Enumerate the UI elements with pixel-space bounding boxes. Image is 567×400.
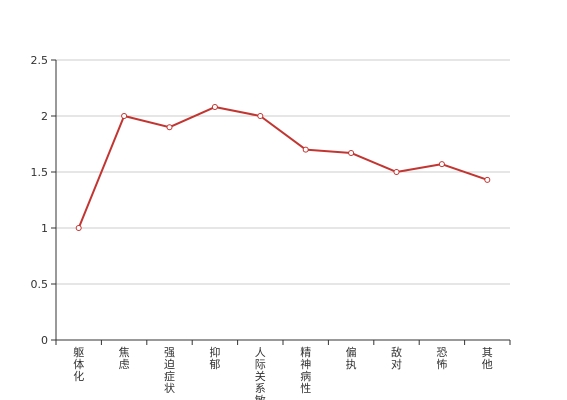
y-tick-label: 0.5 [31,278,49,291]
y-tick-label: 1.5 [31,166,49,179]
series-line-0 [77,106,488,229]
x-tick-label: 恐怖 [436,346,447,371]
x-tick-label: 焦虑 [119,346,130,371]
data-point[interactable] [484,176,491,183]
data-point[interactable] [211,104,218,111]
data-point[interactable] [302,146,309,153]
x-tick-label: 精神病性 [300,346,311,395]
data-point[interactable] [438,161,445,168]
series-line [77,106,488,229]
data-point[interactable] [393,169,400,175]
x-tick-label: 偏执 [346,345,357,371]
x-tick-label: 强迫症状 [164,346,175,395]
x-axis-tick-labels: 躯体化 焦虑 强迫症状 抑郁 人际关系敏感 精神病性 偏执 敌对 恐怖 其他 [73,345,493,400]
x-tick-label: 其他 [482,346,493,371]
y-tick-label: 2.5 [31,54,49,67]
x-tick-label: 躯体化 [73,346,84,383]
y-grid-lines [56,59,510,285]
y-tick-label: 0 [41,334,48,347]
data-point[interactable] [166,124,173,131]
x-tick-label: 人际关系敏感 [255,346,266,400]
y-axis-tick-labels: 0 0.5 1 1.5 2 2.5 [31,54,49,347]
data-point[interactable] [75,225,82,231]
series-points [75,104,491,231]
data-point[interactable] [121,113,128,119]
axes [51,59,511,345]
x-tick-label: 敌对 [391,345,402,371]
y-tick-label: 1 [41,222,48,235]
data-point[interactable] [257,113,264,119]
x-tick-label: 抑郁 [209,345,220,371]
y-tick-label: 2 [41,110,48,123]
data-point[interactable] [348,149,355,156]
